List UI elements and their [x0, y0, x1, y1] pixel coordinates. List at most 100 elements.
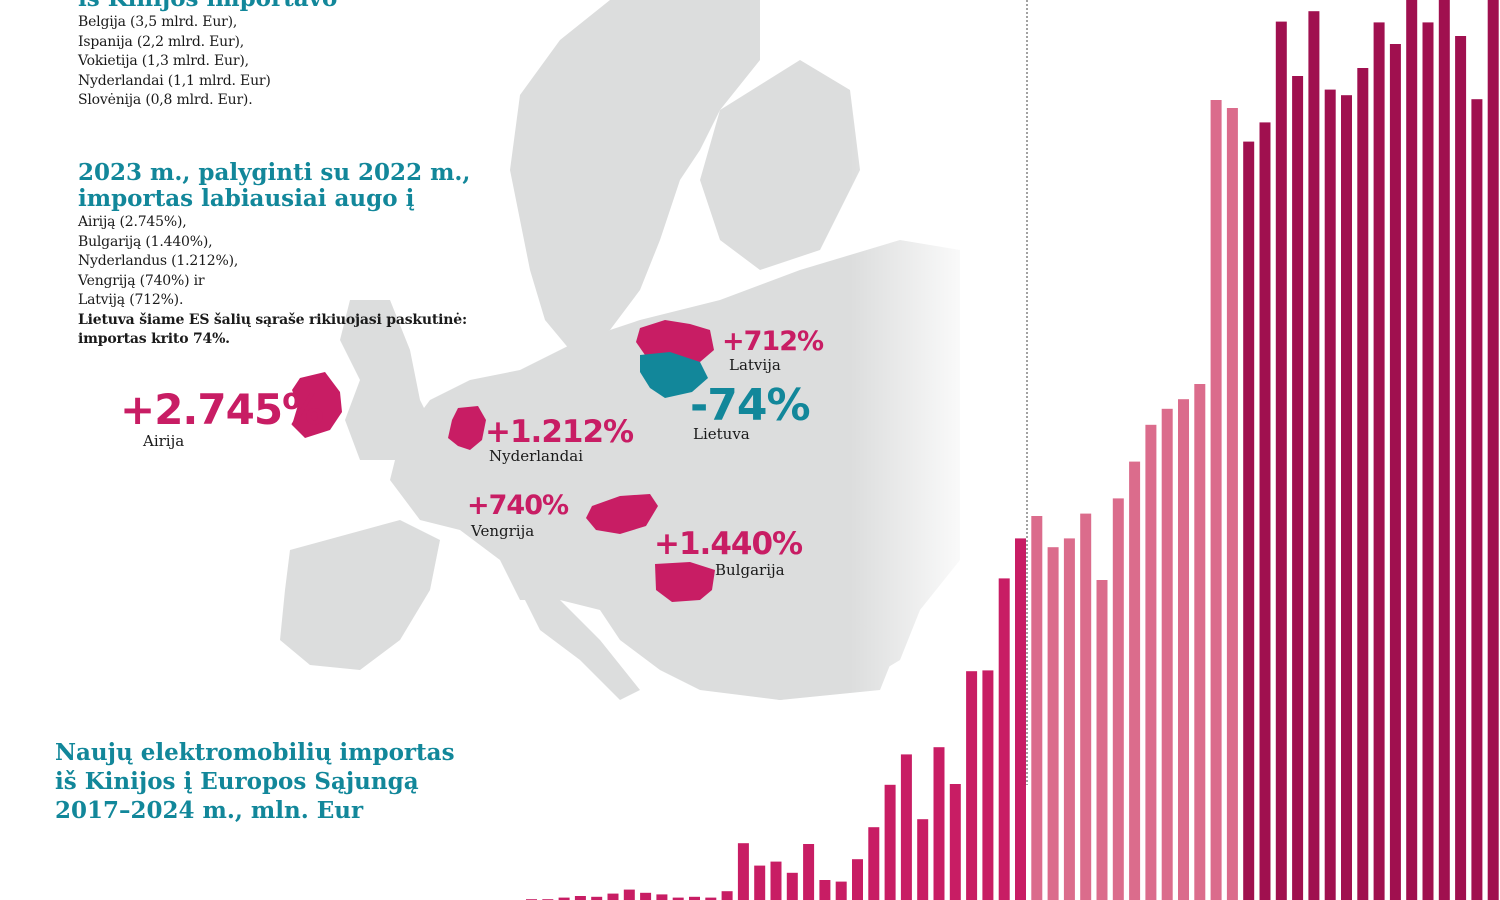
bar [1047, 547, 1059, 900]
bar [705, 897, 717, 900]
bar [1308, 11, 1320, 900]
list-item: Ispanija (2,2 mlrd. Eur), [78, 33, 244, 50]
bulgaria-change: +1.440% [654, 526, 803, 562]
list-item: Nyderlandai (1,1 mlrd. Eur) [78, 72, 271, 89]
top-block-heading: iš Kinijos importavo [78, 0, 337, 12]
bar [1259, 122, 1271, 900]
bar [1161, 408, 1173, 900]
ireland-label: Airija [143, 432, 185, 450]
lithuania-label: Lietuva [693, 425, 750, 443]
bar [1194, 384, 1206, 900]
netherlands-shape [448, 406, 486, 450]
bar [1455, 36, 1467, 900]
bar [982, 670, 994, 900]
bar [1080, 513, 1092, 900]
bar [852, 859, 863, 900]
bar [1373, 22, 1385, 900]
growth-list: Airiją (2.745%), Bulgariją (1.440%), Nyd… [78, 213, 467, 350]
list-item: Vengriją (740%) ir [78, 272, 205, 289]
bar [1487, 0, 1499, 900]
bar [591, 896, 603, 900]
bar [933, 747, 945, 900]
list-item: Bulgariją (1.440%), [78, 233, 213, 250]
bar [737, 843, 749, 900]
bar [770, 861, 782, 900]
bar [1031, 516, 1043, 900]
bar [1292, 76, 1304, 900]
top-block-list: Belgija (3,5 mlrd. Eur), Ispanija (2,2 m… [78, 13, 271, 111]
bar [1406, 0, 1418, 900]
bar [754, 865, 766, 900]
list-item: Airiją (2.745%), [78, 214, 187, 230]
lithuania-note: importas krito 74%. [78, 331, 230, 347]
hungary-label: Vengrija [471, 522, 535, 540]
ireland-change: +2.745% [120, 385, 324, 434]
bar [1422, 22, 1434, 900]
bar [1145, 424, 1157, 900]
bar [721, 891, 733, 900]
bar [1324, 89, 1336, 900]
netherlands-label: Nyderlandai [489, 447, 583, 465]
bar [1438, 0, 1450, 900]
map-fade [850, 0, 980, 900]
bar [656, 894, 668, 900]
bar [1015, 538, 1026, 900]
bar [1341, 95, 1352, 900]
bar [1243, 141, 1255, 900]
hungary-change: +740% [467, 490, 569, 521]
chart-title: Naujų elektromobilių importas iš Kinijos… [55, 738, 455, 825]
bar [835, 881, 847, 900]
bar [803, 844, 815, 900]
bar [558, 897, 570, 900]
chart-title-line: Naujų elektromobilių importas [55, 739, 455, 766]
bar [786, 872, 798, 900]
bar [998, 578, 1010, 900]
list-item: Latviją (712%). [78, 292, 184, 308]
list-item: Nyderlandus (1.212%), [78, 253, 239, 269]
bar [917, 819, 929, 900]
bulgaria-label: Bulgarija [715, 561, 785, 579]
bar [884, 784, 896, 900]
latvia-label: Latvija [729, 356, 781, 374]
hungary-shape [586, 494, 658, 534]
chart-title-line: iš Kinijos į Europos Sąjungą [55, 768, 419, 795]
bar [689, 896, 700, 900]
chart-title-line: 2017–2024 m., mln. Eur [55, 797, 364, 824]
growth-heading-line: importas labiausiai augo į [78, 185, 415, 212]
latvia-shape [636, 320, 714, 362]
bar [900, 754, 912, 900]
bar [1096, 580, 1108, 900]
bar [1389, 44, 1401, 900]
latvia-change: +712% [722, 326, 824, 357]
bar [1471, 99, 1483, 900]
bar [868, 827, 880, 900]
lithuania-shape [640, 352, 708, 398]
bar [1357, 68, 1369, 900]
lithuania-note: Lietuva šiame ES šalių sąraše rikiuojasi… [78, 311, 467, 328]
bar [1210, 100, 1222, 900]
bar [1275, 21, 1287, 900]
bar [607, 893, 619, 900]
bar [623, 889, 635, 900]
bar [819, 880, 831, 900]
bar [1226, 108, 1238, 900]
bar [949, 784, 961, 900]
lithuania-change: -74% [690, 380, 811, 431]
bar [640, 892, 652, 900]
bar [1129, 461, 1141, 900]
netherlands-change: +1.212% [485, 414, 634, 450]
list-item: Slovėnija (0,8 mlrd. Eur). [78, 92, 253, 108]
bar [672, 897, 684, 900]
bar [966, 671, 978, 900]
land-mass [280, 0, 960, 700]
bar [1112, 498, 1124, 900]
ireland-shape [292, 372, 342, 438]
bulgaria-shape [655, 562, 715, 602]
list-item: Vokietija (1,3 mlrd. Eur), [78, 53, 249, 69]
growth-heading: 2023 m., palyginti su 2022 m., importas … [78, 160, 470, 212]
bar [1178, 399, 1189, 900]
bar [1063, 538, 1075, 900]
